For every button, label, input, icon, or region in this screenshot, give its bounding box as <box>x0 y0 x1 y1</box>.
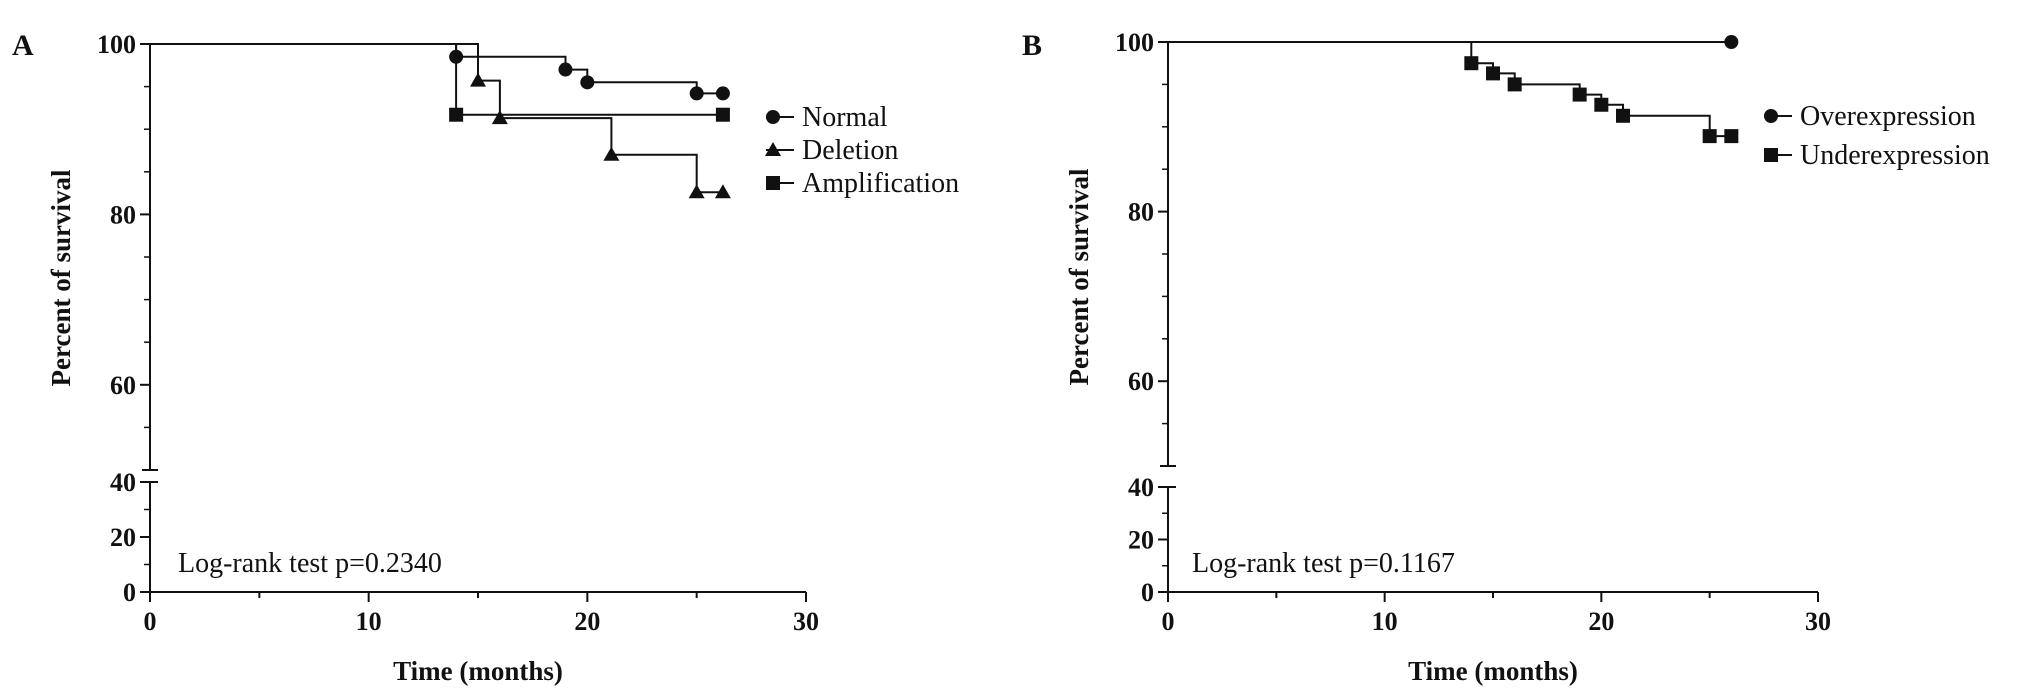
legend-label: Overexpression <box>1800 101 1976 132</box>
x-tick-label: 20 <box>574 607 600 636</box>
y-axis-title: Percent of survival <box>46 169 76 386</box>
y-tick-label: 80 <box>1128 198 1154 227</box>
panel-label: B <box>1022 29 1042 62</box>
x-tick-label: 30 <box>1805 607 1831 636</box>
censor-marker <box>714 184 731 199</box>
y-tick-label: 20 <box>110 523 136 552</box>
censor-marker <box>715 107 730 122</box>
censor-marker <box>1464 56 1479 71</box>
censor-marker <box>558 62 573 77</box>
y-tick-label: 100 <box>1115 28 1154 57</box>
censor-marker <box>1616 108 1630 123</box>
y-tick-label: 100 <box>97 30 136 59</box>
y-tick-label: 20 <box>1128 526 1154 555</box>
x-tick-label: 10 <box>1372 607 1398 636</box>
log-rank-annotation: Log-rank test p=0.1167 <box>1192 548 1455 579</box>
legend-label: Normal <box>802 102 888 133</box>
legend-marker <box>1764 109 1778 123</box>
series-deletion <box>150 43 731 199</box>
censor-marker <box>1507 77 1522 92</box>
x-tick-label: 10 <box>356 607 382 636</box>
y-tick-label: 40 <box>110 468 136 497</box>
series-normal <box>150 43 730 101</box>
y-tick-label: 40 <box>1128 473 1154 502</box>
censor-marker <box>491 110 508 125</box>
y-tick-label: 60 <box>1128 367 1154 396</box>
censor-marker <box>689 86 704 101</box>
legend-marker <box>766 110 780 124</box>
x-tick-label: 30 <box>793 607 819 636</box>
chart-panel-a: A 0 20 40 60 80 100 0 10 20 30 Time (months) Percent… <box>12 29 959 686</box>
y-tick-label: 0 <box>123 578 136 607</box>
legend-label: Amplification <box>802 168 959 199</box>
legend-marker <box>1764 148 1778 162</box>
legend-marker <box>765 142 781 156</box>
x-tick-label: 0 <box>1162 607 1175 636</box>
x-tick-label: 20 <box>1588 607 1614 636</box>
series-line <box>1168 41 1732 138</box>
censor-marker <box>470 72 486 87</box>
censor-marker <box>449 107 464 122</box>
legend-label: Deletion <box>802 135 898 166</box>
series-line <box>150 43 723 194</box>
legend-marker <box>766 176 780 190</box>
censor-marker <box>1486 66 1500 81</box>
censor-marker <box>1572 87 1587 102</box>
chart-panel-b: B 0 20 40 60 80 100 0 10 20 30 Time (months) Percent… <box>1022 28 1990 686</box>
x-axis-title: Time (months) <box>1408 656 1578 686</box>
panel-label: A <box>12 29 34 62</box>
y-tick-label: 0 <box>1141 578 1154 607</box>
censor-marker <box>603 146 620 161</box>
log-rank-annotation: Log-rank test p=0.2340 <box>178 548 442 579</box>
censor-marker <box>580 75 595 90</box>
censor-marker <box>688 184 705 199</box>
y-axis-title: Percent of survival <box>1064 168 1094 385</box>
censor-marker <box>1594 97 1609 112</box>
series-line <box>150 43 723 116</box>
censor-marker <box>1724 129 1739 144</box>
censor-marker <box>1724 35 1739 49</box>
series-underexpression <box>1168 41 1739 144</box>
series-line <box>150 43 723 95</box>
y-tick-label: 80 <box>110 200 136 229</box>
legend-label: Underexpression <box>1800 140 1990 171</box>
censor-marker <box>715 86 730 101</box>
series-amplification <box>150 43 730 122</box>
y-tick-label: 60 <box>110 371 136 400</box>
x-axis-title: Time (months) <box>393 656 563 686</box>
censor-marker <box>1702 129 1717 144</box>
x-tick-label: 0 <box>144 607 157 636</box>
